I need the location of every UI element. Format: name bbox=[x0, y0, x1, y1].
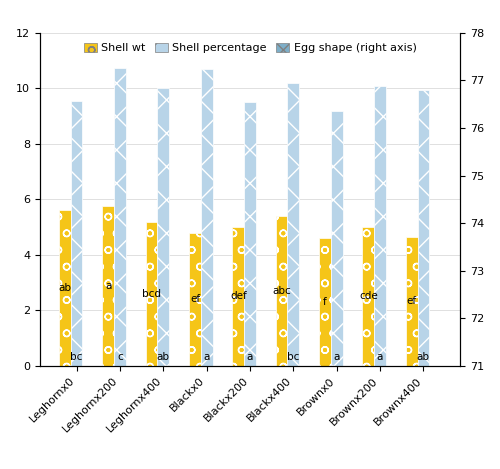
Bar bbox=[59, 211, 71, 366]
Text: a: a bbox=[377, 352, 383, 362]
Text: a: a bbox=[204, 352, 210, 362]
Bar bbox=[126, 366, 138, 469]
Bar bbox=[406, 237, 417, 366]
Text: ef: ef bbox=[190, 294, 200, 304]
Bar bbox=[158, 88, 169, 366]
Text: f: f bbox=[323, 297, 327, 307]
Bar bbox=[232, 227, 244, 366]
Bar bbox=[362, 227, 374, 366]
Text: a: a bbox=[105, 281, 112, 291]
Bar bbox=[102, 206, 114, 366]
Text: a: a bbox=[334, 352, 340, 362]
Text: ab: ab bbox=[157, 352, 170, 362]
Text: ab: ab bbox=[417, 352, 430, 362]
Bar bbox=[288, 83, 299, 366]
Bar bbox=[256, 366, 268, 469]
Bar bbox=[244, 102, 256, 366]
Text: abc: abc bbox=[272, 286, 291, 296]
Text: bc: bc bbox=[287, 352, 300, 362]
Legend: Shell wt, Shell percentage, Egg shape (right axis): Shell wt, Shell percentage, Egg shape (r… bbox=[79, 38, 421, 58]
Text: ef: ef bbox=[406, 296, 416, 306]
Bar bbox=[212, 366, 224, 469]
Text: bc: bc bbox=[70, 352, 83, 362]
Bar bbox=[169, 366, 181, 469]
Bar bbox=[299, 366, 311, 469]
Text: def: def bbox=[230, 291, 246, 302]
Text: ab: ab bbox=[58, 283, 71, 293]
Text: bcd: bcd bbox=[142, 289, 161, 299]
Bar bbox=[114, 68, 126, 366]
Bar bbox=[386, 366, 398, 469]
Bar bbox=[319, 238, 331, 366]
Bar bbox=[201, 69, 212, 366]
Bar bbox=[374, 85, 386, 366]
Bar bbox=[418, 90, 429, 366]
Bar bbox=[429, 366, 441, 469]
Bar bbox=[331, 111, 342, 366]
Bar bbox=[342, 366, 354, 469]
Bar bbox=[82, 366, 94, 469]
Text: cde: cde bbox=[359, 291, 378, 302]
Bar bbox=[276, 216, 287, 366]
Bar bbox=[146, 221, 158, 366]
Bar bbox=[189, 233, 201, 366]
Text: a: a bbox=[247, 352, 253, 362]
Text: c: c bbox=[117, 352, 123, 362]
Bar bbox=[71, 101, 83, 366]
